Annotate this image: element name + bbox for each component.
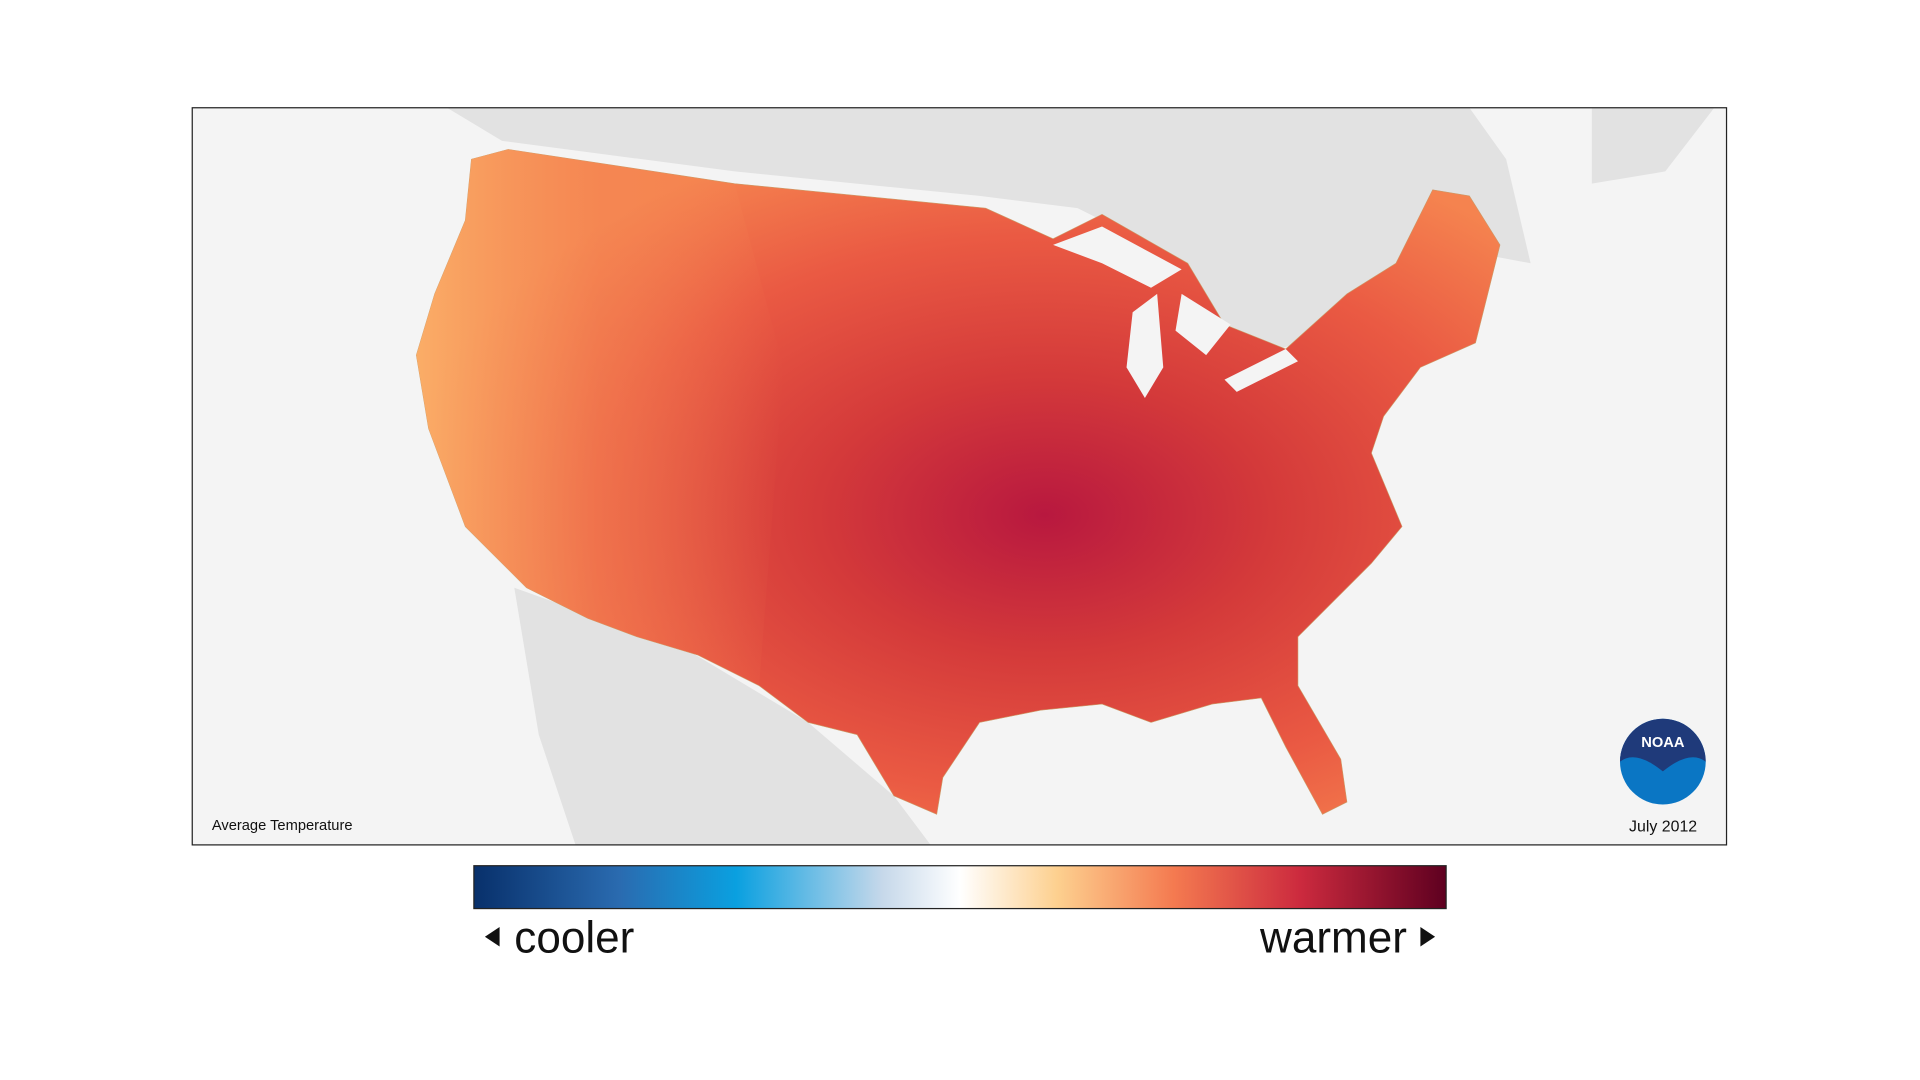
cooler-label: cooler bbox=[514, 914, 634, 963]
noaa-logo: NOAA bbox=[1620, 718, 1706, 805]
warmer-label: warmer bbox=[1259, 914, 1407, 963]
cooler-arrow bbox=[484, 926, 500, 947]
warmer-arrow bbox=[1420, 926, 1436, 947]
logo-top bbox=[1620, 718, 1706, 772]
map-title: Average Temperature bbox=[212, 818, 353, 834]
lake-superior bbox=[1053, 226, 1182, 288]
color-scale bbox=[473, 865, 1447, 910]
map-frame bbox=[191, 107, 1728, 846]
map-date: July 2012 bbox=[1629, 818, 1697, 835]
canada-east bbox=[1591, 107, 1715, 184]
western-highlands bbox=[416, 149, 784, 686]
map-area: NOAA Average Temperature July 2012 bbox=[192, 107, 1727, 845]
mexico bbox=[514, 587, 931, 845]
canada bbox=[446, 107, 1531, 368]
logo-text: NOAA bbox=[1641, 735, 1685, 751]
lake-michigan bbox=[1126, 293, 1164, 398]
lake-erie bbox=[1224, 348, 1298, 392]
lake-huron bbox=[1175, 293, 1231, 356]
